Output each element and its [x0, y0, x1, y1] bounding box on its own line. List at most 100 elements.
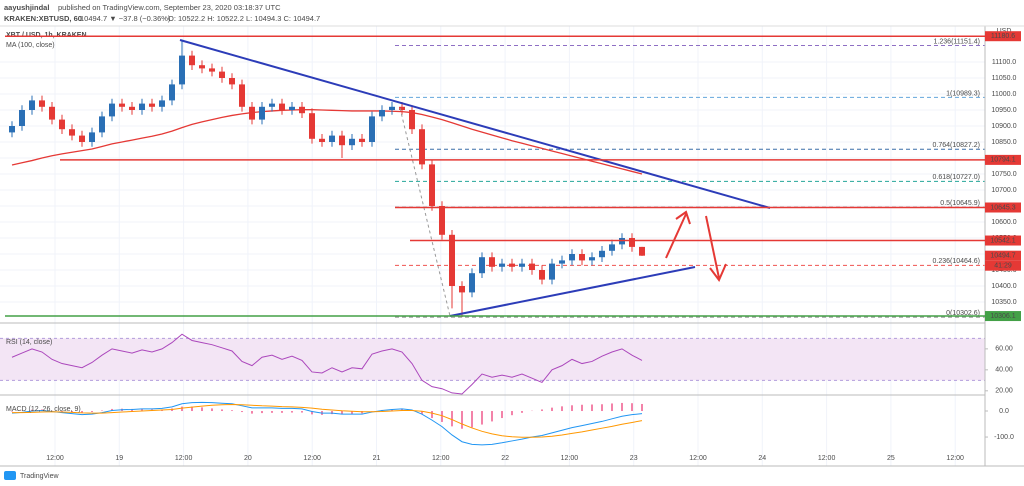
- macd-line: [11, 401, 643, 446]
- candle-body: [409, 110, 415, 130]
- candle-body: [399, 106, 405, 110]
- candle-body: [499, 263, 505, 267]
- candle-body: [289, 106, 295, 110]
- candle-body: [219, 71, 225, 78]
- candle-body: [299, 106, 305, 114]
- candle-body: [379, 110, 385, 117]
- macd-hist: [281, 411, 283, 413]
- candle-body: [79, 135, 85, 142]
- candle-body: [29, 100, 35, 110]
- candle-body: [339, 135, 345, 146]
- countdown: 41:29: [994, 263, 1012, 270]
- x-tick-label: 12:00: [946, 455, 964, 462]
- candle-body: [139, 103, 145, 110]
- macd-hist: [631, 403, 633, 412]
- macd-tick-label: 0.0: [999, 408, 1009, 415]
- arrow-down: [705, 215, 727, 282]
- macd-hist: [211, 408, 213, 412]
- candle-body: [629, 238, 635, 247]
- y-tick-label: 10900.0: [991, 123, 1016, 130]
- candle-body: [329, 135, 335, 142]
- price-badge: [985, 311, 1021, 322]
- macd-hist: [431, 411, 433, 419]
- macd-hist: [31, 409, 33, 412]
- candle-body: [99, 116, 105, 133]
- ohlc: O: 10522.2 H: 10522.2 L: 10494.3 C: 1049…: [168, 14, 320, 23]
- author: aayushjindal: [4, 3, 49, 12]
- candle-body: [319, 138, 325, 142]
- candle-body: [119, 103, 125, 107]
- countdown-badge: [985, 260, 1021, 271]
- macd-hist: [591, 404, 593, 412]
- y-tick-label: 10950.0: [991, 107, 1016, 114]
- candle-body: [9, 126, 15, 133]
- x-tick-label: 21: [373, 455, 381, 462]
- x-tick-label: 12:00: [303, 455, 321, 462]
- fib-label: 0(10302.6): [946, 310, 980, 317]
- candle-body: [519, 263, 525, 267]
- macd-hist: [301, 411, 303, 413]
- macd-hist: [541, 409, 543, 412]
- y-tick-label: 10600.0: [991, 219, 1016, 226]
- candle-body: [279, 103, 285, 110]
- candle-body: [609, 244, 615, 251]
- candle-body: [599, 250, 605, 258]
- candle-body: [579, 254, 585, 261]
- candle-body: [449, 234, 455, 286]
- macd-hist: [81, 411, 83, 413]
- fib-label: 0.618(10727.0): [933, 174, 980, 181]
- rsi-tick-label: 20.00: [995, 388, 1013, 395]
- macd-hist: [331, 411, 333, 415]
- macd-hist: [601, 404, 603, 412]
- macd-hist: [101, 410, 103, 412]
- fib-label: 0.236(10464.6): [933, 258, 980, 265]
- candle-body: [49, 106, 55, 120]
- grid: [0, 26, 988, 466]
- macd-hist: [111, 408, 113, 412]
- x-tick-label: 19: [115, 455, 123, 462]
- candle-body: [209, 68, 215, 72]
- price-badge: [985, 235, 1021, 246]
- quote: 10494.7 ▼ −37.8 (−0.36%): [80, 14, 171, 23]
- macd-tick-label: -100.0: [994, 434, 1014, 441]
- macd-hist: [551, 407, 553, 412]
- candle-body: [159, 100, 165, 107]
- x-tick-label: 23: [630, 455, 638, 462]
- x-tick-label: 12:00: [46, 455, 64, 462]
- macd-hist: [641, 403, 643, 412]
- macd-hist: [11, 411, 13, 412]
- candle-body: [549, 263, 555, 280]
- published: published on TradingView.com, September …: [58, 3, 281, 12]
- macd-hist: [71, 411, 73, 413]
- fib-label: 1(10989.3): [946, 90, 980, 97]
- candle-body: [229, 78, 235, 85]
- macd-hist: [501, 411, 503, 419]
- price-badge: [985, 154, 1021, 165]
- rsi-line: [11, 333, 643, 395]
- marks: [9, 39, 645, 446]
- rsi-tick-label: 40.00: [995, 367, 1013, 374]
- y-tick-label: 10750.0: [991, 171, 1016, 178]
- candle-body: [589, 257, 595, 261]
- ma-legend: MA (100, close): [6, 42, 55, 49]
- candle-body: [249, 106, 255, 120]
- x-tick-label: 22: [501, 455, 509, 462]
- logo: [4, 471, 16, 480]
- x-tick-label: 12:00: [432, 455, 450, 462]
- arrow-up: [665, 210, 691, 259]
- rsi-band: [0, 338, 985, 381]
- candle-body: [179, 55, 185, 85]
- macd-hist: [141, 408, 143, 412]
- ma-line: [11, 109, 643, 175]
- macd-hist: [481, 411, 483, 425]
- macd-hist: [181, 406, 183, 412]
- price-badge-label: 10306.1: [990, 313, 1015, 320]
- candle-body: [429, 164, 435, 206]
- x-tick-label: 20: [244, 455, 252, 462]
- macd-hist: [421, 411, 423, 414]
- macd-hist: [201, 407, 203, 412]
- support-line: [449, 266, 696, 317]
- y-tick-label: 10350.0: [991, 299, 1016, 306]
- macd-hist: [611, 403, 613, 412]
